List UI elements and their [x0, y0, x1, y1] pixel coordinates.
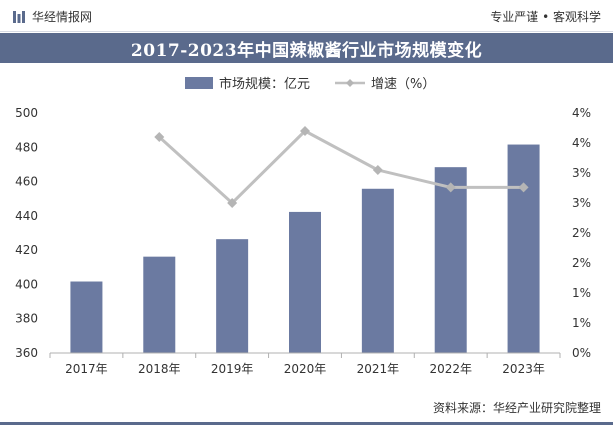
y-left-tick-label: 500	[15, 106, 38, 120]
legend-bar-swatch	[185, 77, 213, 89]
x-tick-label: 2022年	[429, 362, 472, 376]
y-right-tick-label: 4%	[572, 106, 591, 120]
logo-text: 华经情报网	[32, 10, 93, 24]
y-right-tick-label: 2%	[572, 256, 591, 270]
bar-2	[216, 239, 249, 353]
y-right-tick-label: 1%	[572, 286, 591, 300]
y-left-tick-label: 440	[15, 209, 38, 223]
legend-bar-label: 市场规模：亿元	[219, 76, 310, 92]
x-tick-label: 2018年	[138, 362, 181, 376]
y-left-tick-label: 460	[15, 175, 38, 189]
legend-line-marker	[346, 79, 354, 87]
y-right-tick-label: 3%	[572, 166, 591, 180]
y-left-tick-label: 400	[15, 277, 38, 291]
growth-point-2	[300, 126, 310, 136]
bar-3	[289, 211, 321, 353]
legend-line-label: 增速（%）	[371, 77, 435, 92]
bar-5	[434, 167, 467, 353]
header-divider	[0, 31, 613, 32]
source-note: 资料来源：华经产业研究院整理	[432, 401, 601, 415]
bar-6	[507, 144, 540, 353]
logo-icon	[13, 10, 25, 23]
y-right-tick-label: 4%	[572, 136, 591, 150]
y-right-tick-label: 1%	[572, 316, 591, 330]
y-right-tick-label: 3%	[572, 196, 591, 210]
growth-point-4	[445, 182, 456, 193]
growth-point-0	[154, 132, 165, 142]
bar-1	[143, 256, 176, 353]
y-left-tick-label: 360	[15, 346, 38, 360]
y-left-tick-label: 380	[15, 312, 38, 326]
top-bar: 华经情报网 专业严谨 • 客观科学	[0, 0, 613, 32]
growth-point-5	[518, 182, 529, 193]
y-right-tick-label: 0%	[572, 346, 591, 360]
bar-4	[361, 188, 394, 353]
x-tick-label: 2019年	[211, 362, 254, 376]
y-left-tick-label: 420	[15, 243, 38, 257]
footer-line	[0, 422, 613, 425]
brand-logo: 华经情报网	[12, 8, 92, 25]
chart-title: 2017-2023年中国辣椒酱行业市场规模变化	[130, 40, 483, 61]
x-tick-label: 2021年	[357, 362, 400, 376]
growth-point-3	[372, 165, 383, 175]
slogan: 专业严谨 • 客观科学	[490, 10, 601, 24]
combo-chart: 市场规模：亿元 增速（%） 360 380 400 420 440 460 480 500 0% 1%…	[15, 76, 591, 376]
bar-0	[70, 281, 103, 353]
y-left-tick-label: 480	[15, 140, 38, 154]
growth-line	[158, 129, 524, 205]
title-bar: 2017-2023年中国辣椒酱行业市场规模变化	[0, 33, 613, 63]
x-tick-label: 2020年	[284, 362, 327, 376]
y-right-tick-label: 2%	[572, 226, 591, 240]
growth-point-1	[227, 198, 238, 208]
x-tick-label: 2023年	[502, 362, 545, 376]
x-tick-label: 2017年	[65, 362, 108, 376]
